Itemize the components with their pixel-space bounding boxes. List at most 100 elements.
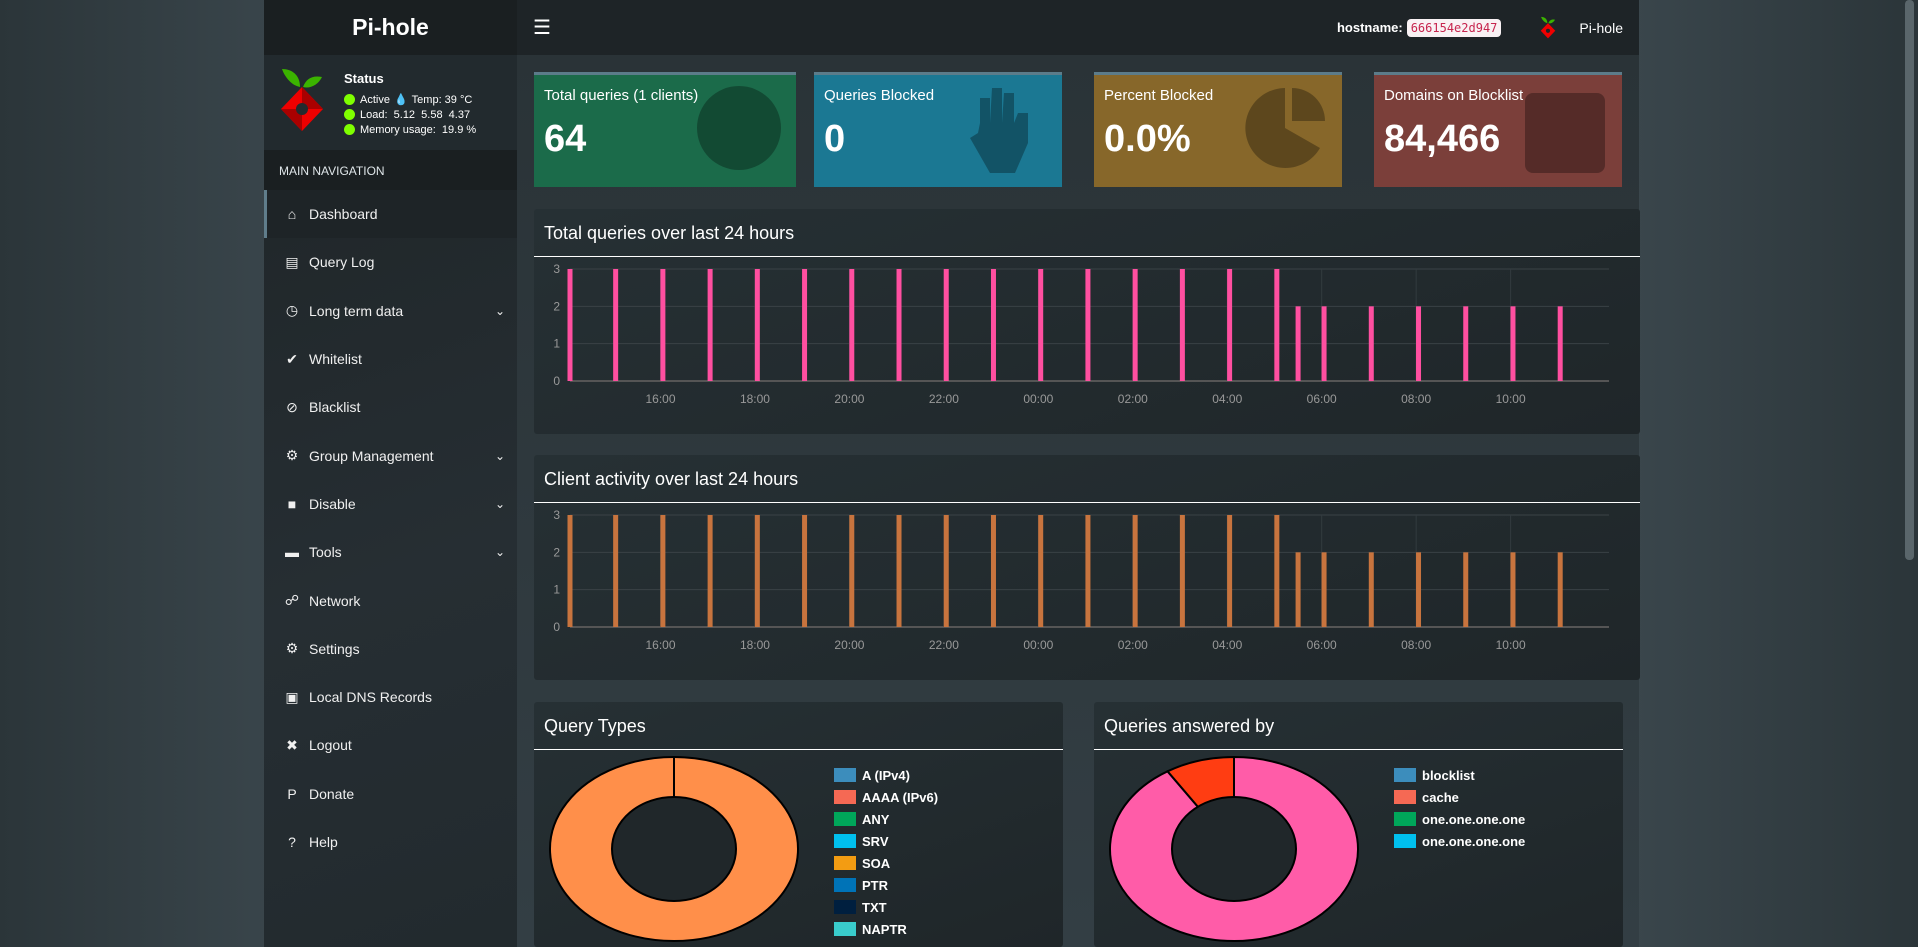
chevron-down-icon[interactable]: ⌄ [494,448,505,463]
bar[interactable] [1038,515,1044,627]
sidebar-item-query-log[interactable]: ▤ Query Log [264,238,517,286]
bar[interactable] [1321,306,1327,381]
sidebar-item-whitelist[interactable]: ✔ Whitelist [264,335,517,383]
legend-label: SRV [862,833,889,849]
bar[interactable] [1085,269,1091,381]
sidebar-item-disable[interactable]: ■ Disable ⌄ [264,480,517,528]
bar[interactable] [613,515,619,627]
legend-item[interactable]: blocklist [1394,764,1525,786]
bar[interactable] [707,269,713,381]
legend-swatch [1394,790,1416,804]
bar[interactable] [1179,515,1185,627]
user-menu[interactable]: Pi-hole [1539,15,1623,41]
bar[interactable] [613,269,619,381]
bar[interactable] [1274,515,1280,627]
bar[interactable] [754,269,760,381]
bar[interactable] [754,515,760,627]
sidebar-item-tools[interactable]: ▬ Tools ⌄ [264,528,517,576]
bar[interactable] [849,515,855,627]
bar[interactable] [802,515,808,627]
legend-item[interactable]: PTR [834,874,938,896]
legend-item[interactable]: SRV [834,830,938,852]
legend-item[interactable]: TXT [834,896,938,918]
legend-item[interactable]: A (IPv4) [834,764,938,786]
bar[interactable] [990,515,996,627]
menu-toggle-icon[interactable]: ☰ [533,17,551,39]
logo[interactable]: Pi-hole [264,0,517,55]
sidebar-item-long-term-data[interactable]: ◷ Long term data ⌄ [264,287,517,335]
legend-swatch [834,922,856,936]
bar[interactable] [896,269,902,381]
bar[interactable] [1085,515,1091,627]
bar[interactable] [1463,306,1469,381]
chevron-down-icon[interactable]: ⌄ [494,545,505,560]
bar[interactable] [1557,306,1563,381]
bar[interactable] [1416,306,1422,381]
bar[interactable] [567,269,573,381]
stat-box-4[interactable]: Domains on Blocklist 84,466 [1374,72,1622,187]
brand-label: Pi-hole [1579,19,1623,36]
bar[interactable] [1463,552,1469,627]
legend-item[interactable]: AAAA (IPv6) [834,786,938,808]
scrollbar[interactable] [1905,0,1914,560]
stat-box-3[interactable]: Percent Blocked 0.0% [1094,72,1342,187]
cogs-icon: ⚙ [285,640,299,657]
bar[interactable] [802,269,808,381]
bar[interactable] [1227,515,1233,627]
bar[interactable] [1416,552,1422,627]
logo-text-bold: hole [381,14,429,40]
legend-item[interactable]: one.one.one.one [1394,808,1525,830]
bar[interactable] [1295,306,1301,381]
bar[interactable] [1132,515,1138,627]
sidebar-item-dashboard[interactable]: ⌂ Dashboard [264,190,517,239]
bar[interactable] [1510,552,1516,627]
bar[interactable] [1557,552,1563,627]
bar[interactable] [990,269,996,381]
bar[interactable] [1132,269,1138,381]
bar[interactable] [1227,269,1233,381]
sidebar-item-local-dns-records[interactable]: ▣ Local DNS Records [264,673,517,721]
bar[interactable] [1038,269,1044,381]
globe-icon [697,86,781,170]
stat-box-2[interactable]: Queries Blocked 0 [814,72,1062,187]
bar[interactable] [849,269,855,381]
legend-item[interactable]: ANY [834,808,938,830]
bar[interactable] [660,269,666,381]
x-tick-label: 16:00 [646,638,676,652]
hand-icon [970,88,1028,173]
sidebar-item-network[interactable]: ☍ Network [264,576,517,624]
bar[interactable] [1295,552,1301,627]
folder-icon: ▬ [285,544,299,561]
sidebar-item-blacklist[interactable]: ⊘ Blacklist [264,383,517,431]
bar[interactable] [1368,552,1374,627]
legend-item[interactable]: cache [1394,786,1525,808]
bar[interactable] [1179,269,1185,381]
sidebar-item-label: Long term data [309,302,404,319]
bar[interactable] [567,515,573,627]
bar[interactable] [1321,552,1327,627]
chevron-down-icon[interactable]: ⌄ [494,303,505,318]
sidebar-item-help[interactable]: ? Help [264,818,517,866]
temperature-icon: 💧 [393,94,408,106]
sidebar-item-settings[interactable]: ⚙ Settings [264,625,517,673]
sidebar-item-logout[interactable]: ✖ Logout [264,721,517,769]
sidebar-item-group-management[interactable]: ⚙ Group Management ⌄ [264,431,517,479]
y-tick-label: 2 [553,299,560,313]
file-icon: ▤ [285,253,299,270]
bar[interactable] [896,515,902,627]
bar[interactable] [660,515,666,627]
legend-item[interactable]: one.one.one.one [1394,830,1525,852]
bar[interactable] [1368,306,1374,381]
sidebar-item-donate[interactable]: P Donate [264,770,517,818]
legend-item[interactable]: SOA [834,852,938,874]
bar[interactable] [1274,269,1280,381]
chevron-down-icon[interactable]: ⌄ [494,496,505,511]
legend: blocklist cache one.one.one.one one.one.one… [1394,764,1525,852]
bar[interactable] [943,515,949,627]
legend-item[interactable]: NAPTR [834,918,938,940]
bar[interactable] [707,515,713,627]
sidebar-item-label: Dashboard [309,206,378,223]
stat-box-1[interactable]: Total queries (1 clients) 64 [534,72,796,187]
bar[interactable] [1510,306,1516,381]
bar[interactable] [943,269,949,381]
